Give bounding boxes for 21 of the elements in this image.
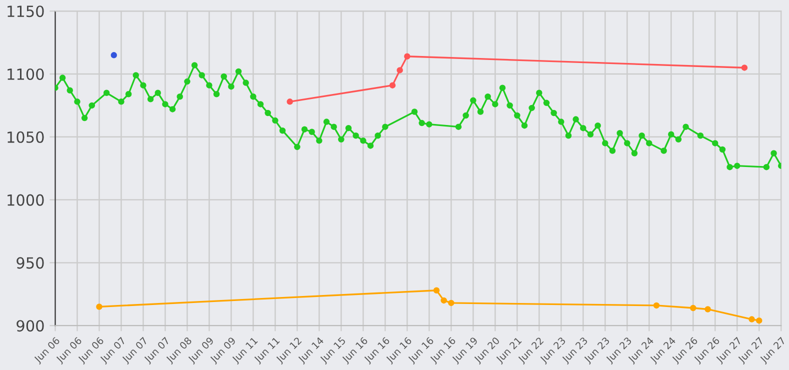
y-tick-label: 1050 <box>8 131 44 143</box>
point <box>756 317 762 324</box>
y-tick-label: 1150 <box>8 6 44 18</box>
y-tick-label: 900 <box>16 320 44 332</box>
point <box>690 304 696 312</box>
y-tick-label: 950 <box>16 257 44 269</box>
point <box>110 52 117 58</box>
point <box>286 98 293 105</box>
point <box>748 316 755 322</box>
y-tick-label: 1100 <box>8 68 44 80</box>
point <box>448 300 454 306</box>
point <box>741 64 748 71</box>
point <box>704 306 711 312</box>
point <box>96 304 102 310</box>
point <box>653 302 660 309</box>
point <box>433 287 440 294</box>
point <box>440 297 447 304</box>
point <box>404 53 410 60</box>
point <box>396 67 403 74</box>
point <box>389 82 396 88</box>
y-tick-label: 1000 <box>8 194 44 206</box>
